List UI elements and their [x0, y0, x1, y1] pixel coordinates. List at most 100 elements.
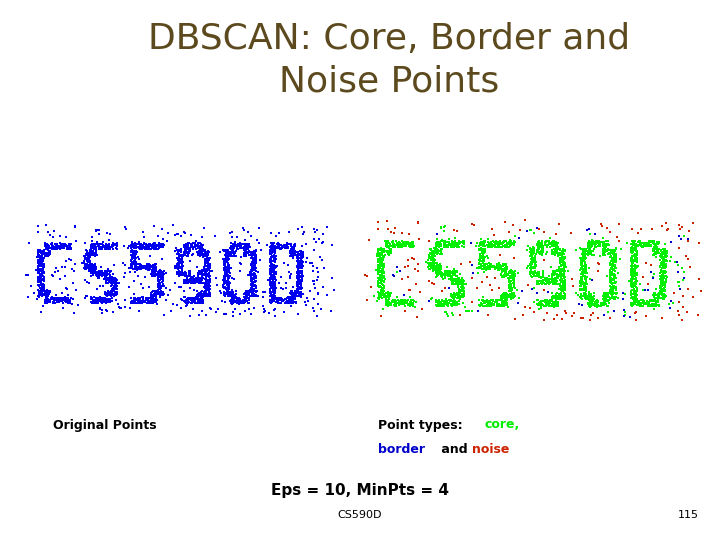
Point [129, 262, 140, 271]
Point [430, 242, 441, 251]
Point [97, 269, 109, 278]
Point [478, 248, 490, 257]
Point [375, 262, 387, 271]
Point [451, 227, 462, 235]
Point [531, 224, 542, 232]
Point [243, 241, 255, 250]
Point [428, 265, 440, 274]
Point [238, 292, 250, 301]
Point [141, 242, 153, 251]
Point [220, 257, 232, 266]
Point [602, 308, 613, 316]
Point [248, 254, 260, 263]
Point [271, 297, 282, 306]
Point [219, 257, 230, 266]
Point [86, 293, 97, 302]
Point [222, 287, 233, 295]
Point [547, 292, 559, 301]
Point [266, 262, 277, 271]
Point [438, 237, 449, 246]
Point [220, 267, 232, 275]
Point [192, 274, 204, 283]
Point [227, 291, 238, 299]
Point [436, 247, 447, 256]
Point [379, 251, 391, 259]
Point [626, 299, 638, 308]
Point [204, 266, 215, 275]
Point [144, 261, 156, 270]
Point [184, 272, 196, 281]
Point [443, 284, 454, 292]
Point [428, 265, 439, 274]
Point [222, 247, 234, 256]
Point [507, 293, 518, 301]
Point [130, 257, 141, 266]
Point [558, 285, 570, 293]
Point [626, 292, 637, 301]
Point [559, 278, 570, 287]
Point [650, 243, 662, 252]
Point [176, 246, 187, 255]
Point [192, 291, 203, 299]
Point [132, 265, 143, 274]
Point [507, 275, 518, 284]
Point [174, 252, 185, 260]
Point [233, 241, 245, 250]
Point [677, 276, 688, 285]
Point [600, 243, 612, 252]
Point [578, 291, 590, 300]
Point [546, 274, 558, 282]
Point [150, 296, 162, 305]
Point [109, 280, 121, 288]
Point [284, 293, 296, 302]
Point [91, 296, 103, 305]
Point [86, 268, 98, 276]
Point [554, 272, 566, 280]
Point [655, 294, 667, 302]
Point [378, 274, 390, 283]
Point [556, 275, 567, 284]
Point [179, 270, 190, 279]
Point [436, 296, 447, 305]
Point [41, 242, 53, 251]
Point [153, 288, 165, 297]
Point [230, 297, 242, 306]
Point [130, 254, 141, 263]
Point [106, 290, 117, 299]
Point [148, 222, 160, 231]
Point [222, 259, 233, 267]
Point [506, 267, 518, 275]
Point [132, 293, 144, 302]
Point [267, 279, 279, 287]
Point [618, 305, 629, 314]
Point [398, 300, 410, 308]
Point [428, 264, 440, 272]
Point [451, 298, 462, 306]
Point [190, 299, 202, 307]
Point [157, 273, 168, 282]
Point [226, 243, 238, 252]
Point [610, 290, 621, 299]
Point [525, 265, 536, 273]
Point [374, 254, 386, 262]
Point [104, 298, 116, 306]
Point [652, 238, 664, 247]
Point [37, 280, 48, 288]
Point [576, 272, 588, 281]
Point [244, 293, 256, 302]
Point [504, 274, 516, 282]
Point [194, 249, 205, 258]
Point [606, 289, 618, 298]
Point [492, 301, 503, 309]
Point [655, 272, 667, 280]
Point [499, 272, 510, 280]
Point [34, 281, 45, 290]
Point [500, 294, 511, 303]
Point [496, 296, 508, 305]
Point [608, 261, 620, 270]
Point [477, 265, 489, 273]
Point [490, 296, 502, 305]
Point [87, 299, 99, 307]
Point [104, 275, 116, 284]
Point [498, 267, 509, 275]
